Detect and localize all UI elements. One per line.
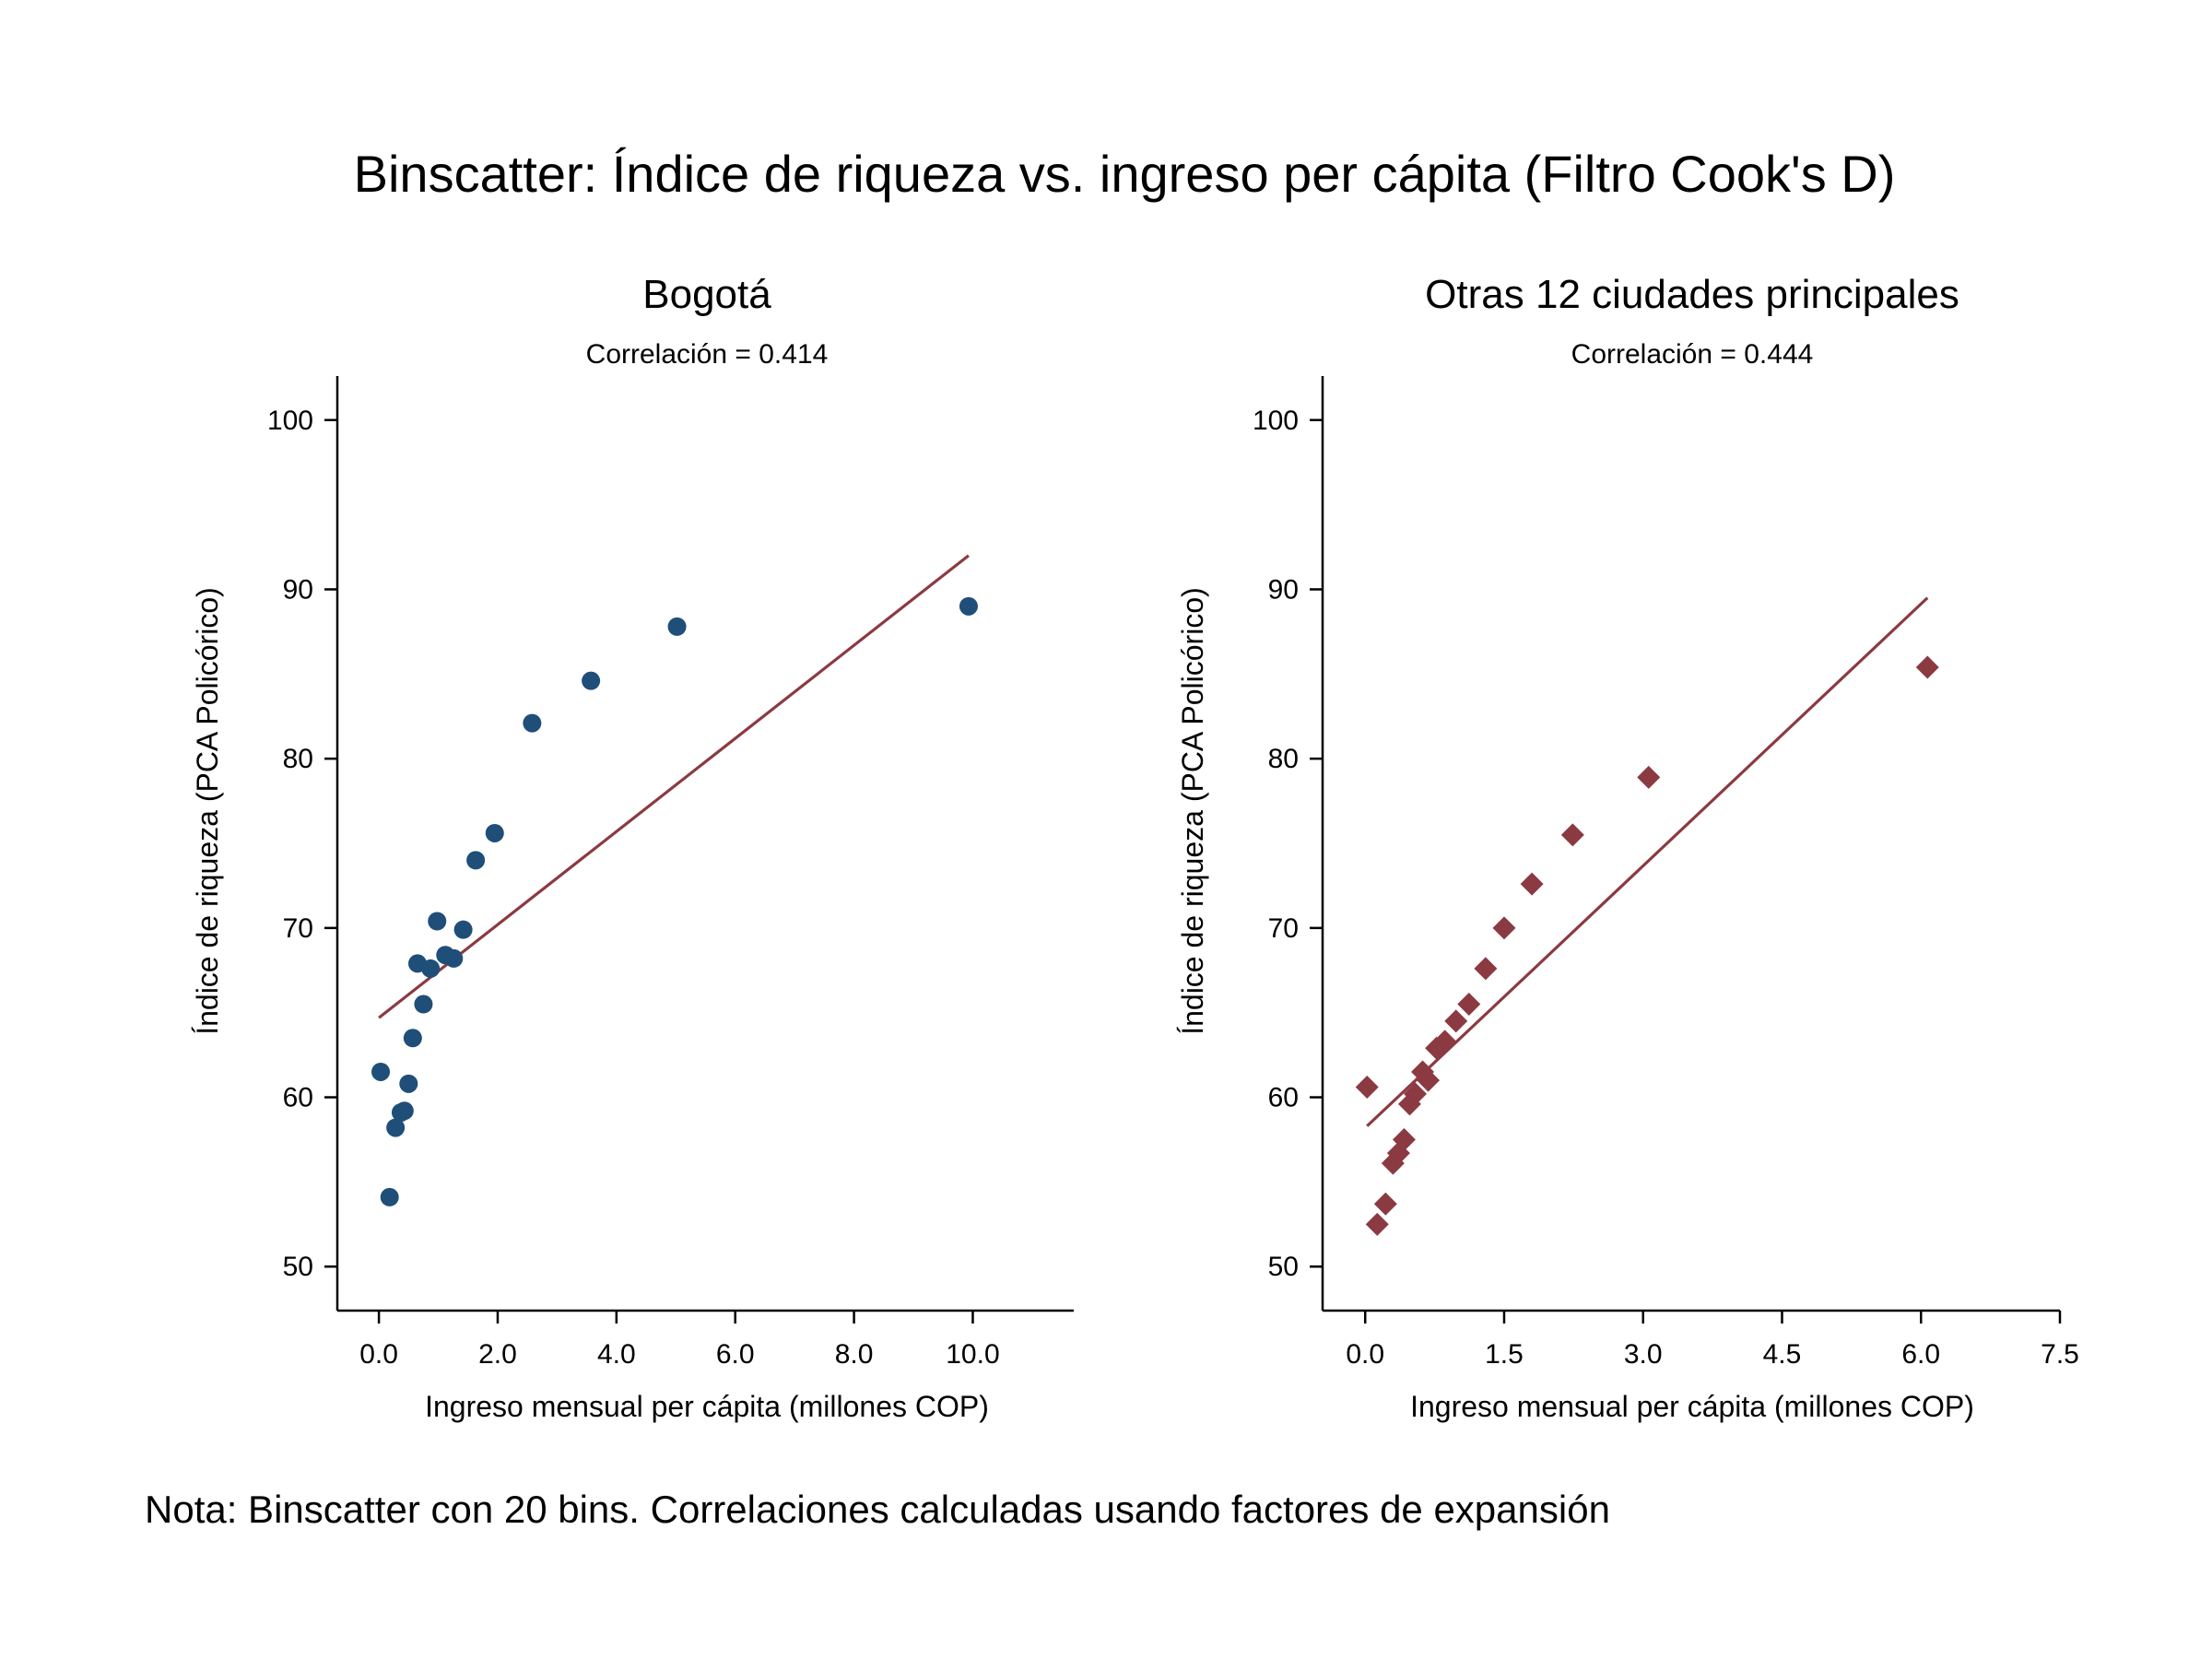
data-point xyxy=(1392,1127,1416,1151)
y-tick-label: 80 xyxy=(1268,744,1299,774)
x-tick-label: 7.5 xyxy=(2041,1339,2079,1370)
y-tick-label: 90 xyxy=(283,574,313,605)
x-axis-label: Ingreso mensual per cápita (millones COP… xyxy=(1410,1390,1974,1423)
data-point xyxy=(1433,1030,1457,1053)
panel-title: Bogotá xyxy=(642,272,771,317)
data-point xyxy=(380,1187,399,1206)
x-tick-label: 0.0 xyxy=(1346,1339,1384,1370)
y-tick-label: 50 xyxy=(1268,1252,1299,1282)
panel-bogota: Bogotá Correlación = 0.414 50 60 70 80 90 100… xyxy=(191,272,1074,1423)
data-point xyxy=(428,912,447,931)
data-point xyxy=(523,713,542,733)
data-point xyxy=(444,948,464,968)
data-point xyxy=(403,1029,422,1048)
data-point xyxy=(1560,823,1584,847)
data-point xyxy=(1365,1212,1389,1236)
x-tick-label: 6.0 xyxy=(1901,1339,1940,1370)
data-point xyxy=(959,596,978,616)
data-point xyxy=(421,959,441,978)
data-point xyxy=(1474,957,1498,981)
fit-line-group xyxy=(1366,596,1929,1127)
data-point xyxy=(1417,1068,1441,1092)
data-point xyxy=(1355,1076,1379,1100)
data-point xyxy=(1444,1009,1468,1033)
data-point xyxy=(414,994,433,1014)
x-tick-label: 4.5 xyxy=(1763,1339,1802,1370)
y-tick-label: 60 xyxy=(283,1083,313,1113)
fit-line-group xyxy=(378,554,970,1019)
panel-otras-ciudades: Otras 12 ciudades principales Correlació… xyxy=(1176,272,2079,1423)
y-tick-label: 80 xyxy=(283,744,313,774)
axes: 50 60 70 80 90 100 0.0 1.5 3.0 4.5 6.0 7.5 xyxy=(1253,376,2079,1370)
y-tick-label: 90 xyxy=(1268,574,1299,605)
data-point xyxy=(485,823,504,842)
data-point xyxy=(1457,993,1481,1017)
panel-title: Otras 12 ciudades principales xyxy=(1425,272,1959,317)
x-tick-label: 3.0 xyxy=(1624,1339,1663,1370)
y-tick-label: 100 xyxy=(267,406,313,436)
data-point xyxy=(466,851,486,870)
data-point xyxy=(371,1062,391,1081)
scatter-marks xyxy=(371,596,978,1206)
fit-line xyxy=(378,554,970,1019)
x-tick-label: 2.0 xyxy=(478,1339,517,1370)
y-tick-label: 70 xyxy=(283,913,313,944)
data-point xyxy=(667,617,687,636)
data-point xyxy=(1373,1192,1397,1216)
y-tick-label: 60 xyxy=(1268,1083,1299,1113)
x-tick-label: 4.0 xyxy=(597,1339,636,1370)
axes: 50 60 70 80 90 100 0.0 2.0 4.0 6.0 8.0 10.0 xyxy=(267,376,1074,1370)
y-tick-label: 70 xyxy=(1268,913,1299,944)
data-point xyxy=(582,671,601,690)
data-point xyxy=(1492,916,1516,940)
scatter-marks xyxy=(1355,655,1939,1236)
panel-subtitle: Correlación = 0.414 xyxy=(586,339,829,370)
main-title: Binscatter: Índice de riqueza vs. ingres… xyxy=(354,145,1896,203)
fit-line xyxy=(1366,596,1929,1127)
x-tick-label: 1.5 xyxy=(1485,1339,1524,1370)
x-tick-label: 6.0 xyxy=(716,1339,755,1370)
data-point xyxy=(394,1101,414,1121)
y-tick-label: 50 xyxy=(283,1252,313,1282)
y-axis-label: Índice de riqueza (PCA Policórico) xyxy=(1176,587,1209,1035)
x-tick-label: 8.0 xyxy=(835,1339,874,1370)
data-point xyxy=(399,1074,418,1093)
x-axis-label: Ingreso mensual per cápita (millones COP… xyxy=(425,1390,989,1423)
panel-subtitle: Correlación = 0.444 xyxy=(1571,339,1814,370)
data-point xyxy=(1404,1082,1428,1106)
data-point xyxy=(453,920,473,939)
data-point xyxy=(1637,765,1661,789)
footnote: Nota: Binscatter con 20 bins. Correlacio… xyxy=(145,1488,1610,1531)
x-tick-label: 10.0 xyxy=(946,1339,999,1370)
data-point xyxy=(1520,872,1544,896)
y-axis-label: Índice de riqueza (PCA Policórico) xyxy=(191,587,224,1035)
data-point xyxy=(386,1118,406,1137)
data-point xyxy=(1915,655,1939,679)
y-tick-label: 100 xyxy=(1253,406,1299,436)
x-tick-label: 0.0 xyxy=(359,1339,398,1370)
